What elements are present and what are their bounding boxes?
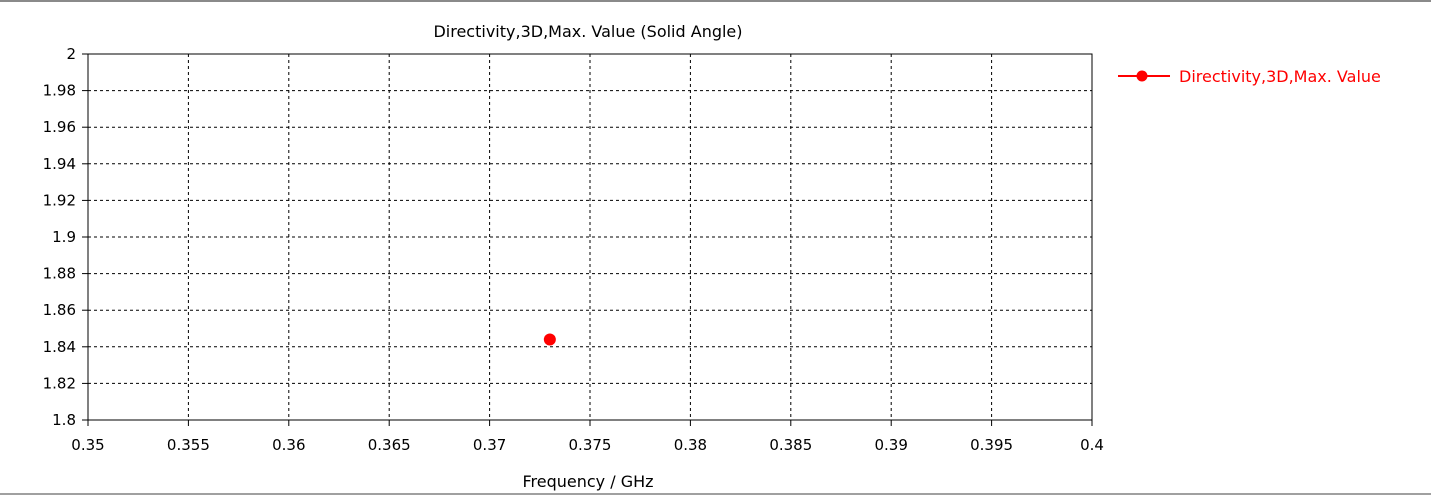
data-layer: [543, 333, 556, 346]
x-tick-label: 0.37: [473, 436, 506, 454]
y-tick-label: 1.84: [43, 338, 76, 356]
y-tick-label: 1.82: [43, 374, 76, 392]
legend-label: Directivity,3D,Max. Value: [1179, 67, 1381, 86]
data-point: [543, 333, 556, 346]
y-tick-label: 1.8: [52, 411, 76, 429]
y-tick-label: 1.94: [43, 155, 76, 173]
x-tick-label: 0.385: [769, 436, 812, 454]
x-tick-label: 0.395: [970, 436, 1013, 454]
chart-title: Directivity,3D,Max. Value (Solid Angle): [433, 22, 742, 41]
y-tick-label: 1.92: [43, 191, 76, 209]
x-tick-label: 0.39: [874, 436, 907, 454]
x-tick-label: 0.375: [569, 436, 612, 454]
y-tick-label: 2: [66, 45, 76, 63]
y-tick-label: 1.86: [43, 301, 76, 319]
y-tick-label: 1.96: [43, 118, 76, 136]
x-tick-label: 0.36: [272, 436, 305, 454]
x-tick-label: 0.355: [167, 436, 210, 454]
y-tick-label: 1.98: [43, 82, 76, 100]
x-axis-label: Frequency / GHz: [522, 472, 653, 491]
x-tick-label: 0.38: [674, 436, 707, 454]
x-tick-label: 0.4: [1080, 436, 1104, 454]
y-tick-label: 1.88: [43, 265, 76, 283]
legend[interactable]: Directivity,3D,Max. Value: [1118, 67, 1381, 86]
x-tick-label: 0.365: [368, 436, 411, 454]
x-tick-label: 0.35: [71, 436, 104, 454]
ticks-layer: 0.35 0.355 0.36 0.365 0.37 0.375 0.38 0.385 0.39…: [43, 45, 1104, 454]
grid-layer: [88, 54, 1092, 420]
legend-marker: [1136, 70, 1148, 82]
y-tick-label: 1.9: [52, 228, 76, 246]
